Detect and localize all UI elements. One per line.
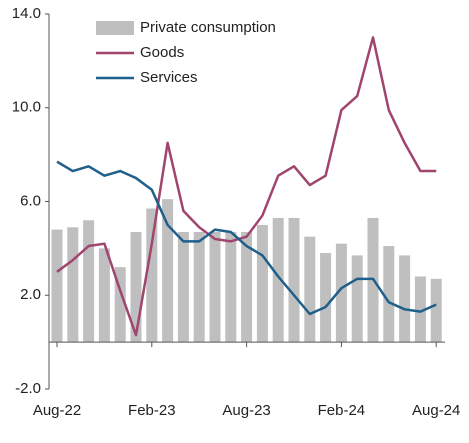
line (56, 160, 437, 316)
bar (146, 208, 158, 343)
bar (399, 255, 411, 343)
x-tick-label: Feb-23 (128, 402, 176, 419)
legend-label: Services (140, 69, 198, 86)
bar (98, 248, 110, 343)
bar (130, 231, 142, 343)
bar (383, 246, 395, 343)
bar (209, 231, 221, 343)
bar (177, 231, 189, 343)
bar (193, 231, 205, 343)
y-tick-label: 14.0 (12, 5, 41, 22)
bar (272, 217, 284, 343)
bar (241, 231, 253, 343)
line (56, 36, 437, 337)
legend-swatch (96, 21, 134, 35)
y-tick-label: 2.0 (20, 286, 41, 303)
bar (414, 276, 426, 343)
bar (114, 267, 126, 343)
bar (351, 255, 363, 343)
y-tick-label: 6.0 (20, 192, 41, 209)
legend-label: Goods (140, 44, 184, 61)
bar (51, 229, 63, 343)
bar (320, 253, 332, 343)
bar (67, 227, 79, 343)
bar (288, 217, 300, 343)
y-tick-label: 10.0 (12, 99, 41, 116)
x-tick-label: Feb-24 (318, 402, 366, 419)
bar (256, 224, 268, 343)
x-tick-label: Aug-22 (33, 402, 81, 419)
bar (162, 199, 174, 343)
bar (430, 278, 442, 343)
x-tick-label: Aug-24 (412, 402, 460, 419)
bar (225, 231, 237, 343)
bar (83, 220, 95, 343)
bar (335, 243, 347, 343)
legend-label: Private consumption (140, 19, 276, 36)
y-tick-label: -2.0 (15, 380, 41, 397)
x-tick-label: Aug-23 (222, 402, 270, 419)
bar (304, 236, 316, 343)
